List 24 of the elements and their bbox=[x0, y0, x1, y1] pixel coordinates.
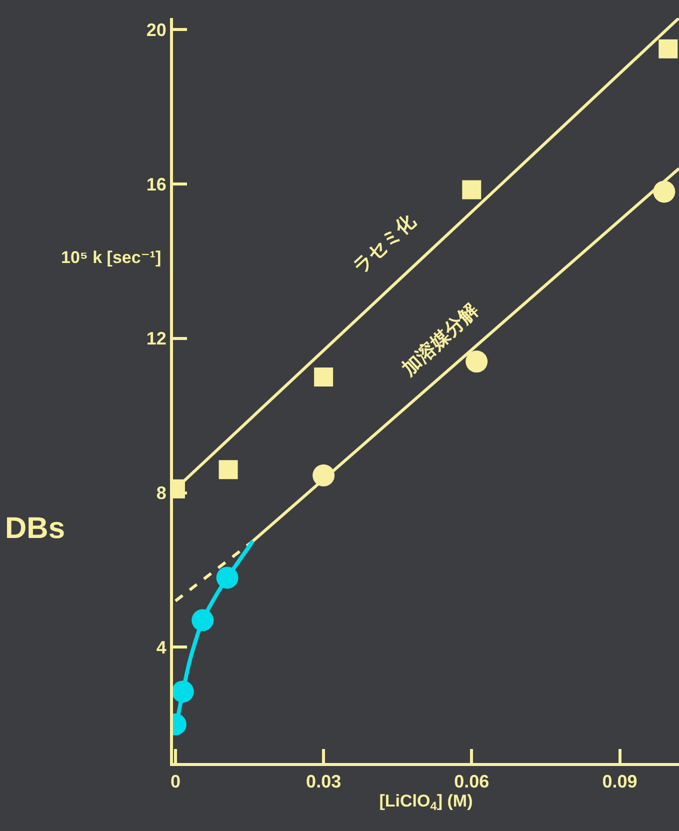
y-tick-label: 12 bbox=[146, 328, 166, 349]
y-tick-label: 16 bbox=[146, 174, 166, 194]
point bbox=[658, 39, 678, 58]
point bbox=[314, 367, 334, 386]
y-axis-title: 10⁵ k [sec⁻¹] bbox=[61, 248, 162, 267]
point bbox=[173, 680, 194, 703]
point bbox=[218, 460, 238, 480]
point bbox=[653, 180, 676, 203]
y-tick-label: 4 bbox=[156, 638, 166, 658]
y-tick-label: 8 bbox=[156, 483, 166, 504]
point bbox=[312, 464, 335, 486]
annotation: ラセミ化 bbox=[350, 210, 420, 278]
point bbox=[192, 609, 214, 632]
annotation: 加溶媒分解 bbox=[397, 299, 483, 381]
x-tick-label: 0.09 bbox=[602, 772, 638, 792]
x-axis-title: [LiClO$_{4}$] (M) bbox=[379, 792, 473, 814]
x-tick-label: 0 bbox=[170, 772, 180, 792]
point bbox=[216, 566, 238, 589]
y-tick-label: 20 bbox=[146, 20, 166, 40]
point bbox=[462, 180, 482, 200]
x-tick-label: 0.03 bbox=[306, 772, 342, 792]
text: DBs bbox=[5, 512, 66, 545]
point bbox=[466, 350, 488, 373]
x-tick-label: 0.06 bbox=[454, 772, 490, 792]
